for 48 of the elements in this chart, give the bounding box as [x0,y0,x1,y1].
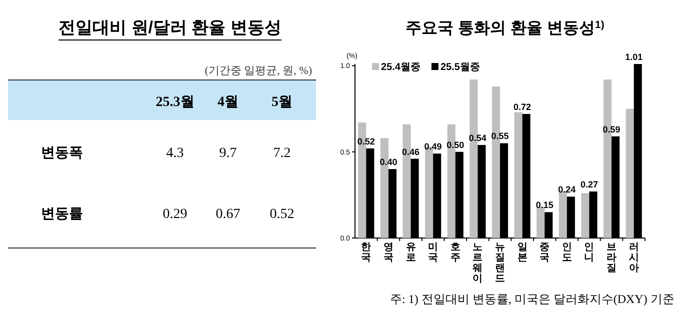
legend-label: 25.5월중 [440,62,480,73]
x-tick-label: 미국 [428,242,438,264]
data-label: 0.27 [580,179,598,190]
legend-label: 25.4월중 [381,62,420,73]
data-label: 1.01 [625,52,643,62]
data-label: 0.49 [424,142,442,152]
x-tick-label: 러시아 [628,242,639,274]
data-label: 0.50 [446,140,464,150]
x-tick-label: 일본 [517,242,528,264]
data-label: 0.15 [536,200,554,210]
x-tick-label: 인도 [562,242,572,264]
text: (기간중 일평균, 원, %) [204,65,312,77]
chart-title: 주요국 통화의 환율 변동성$^{1)}$ [406,20,604,37]
data-label: 0.72 [514,102,532,112]
bar [514,112,522,238]
data-label: 0.40 [380,157,398,168]
x-tick-label: 뉴질랜드 [495,242,505,284]
x-tick-label: 유로 [406,242,416,264]
x-tick-label: 노르웨이 [472,242,483,284]
text: 0.29 [162,207,188,222]
data-label: 0.24 [558,184,576,195]
category-label: 25.3월 [156,95,194,110]
x-tick-label: 브라질 [606,242,617,274]
data-label: 0.55 [491,131,509,142]
text: 주: 1) 전일대비 변동률, 미국은 달러화지수(DXY) 기준 [390,292,674,306]
text: 0.67 [216,207,240,222]
text: 4.3 [166,146,184,161]
data-label: 0.52 [357,136,375,146]
data-label: 0.46 [402,146,420,157]
x-tick-label: 중국 [540,242,550,264]
text: 0.52 [270,207,294,222]
category-label: 변동폭 [41,144,83,160]
x-tick-label: 호주 [450,242,460,264]
bar [536,206,545,238]
text: 9.7 [219,146,237,161]
x-tick-label: 영국 [383,242,394,264]
text: 전일대비 원/달러 환율 변동성 [58,18,282,37]
data-label: 0.59 [602,124,620,134]
x-tick-label: 인니 [584,242,594,264]
data-label: 0.54 [468,132,486,143]
category-label: 5월 [272,95,292,110]
x-tick-label: 한국 [361,242,372,264]
bar [558,191,567,238]
text: 7.2 [273,146,291,161]
bar [581,193,590,238]
category-label: 변동률 [41,205,83,221]
category-label: 4월 [218,95,238,110]
bar [626,108,634,238]
